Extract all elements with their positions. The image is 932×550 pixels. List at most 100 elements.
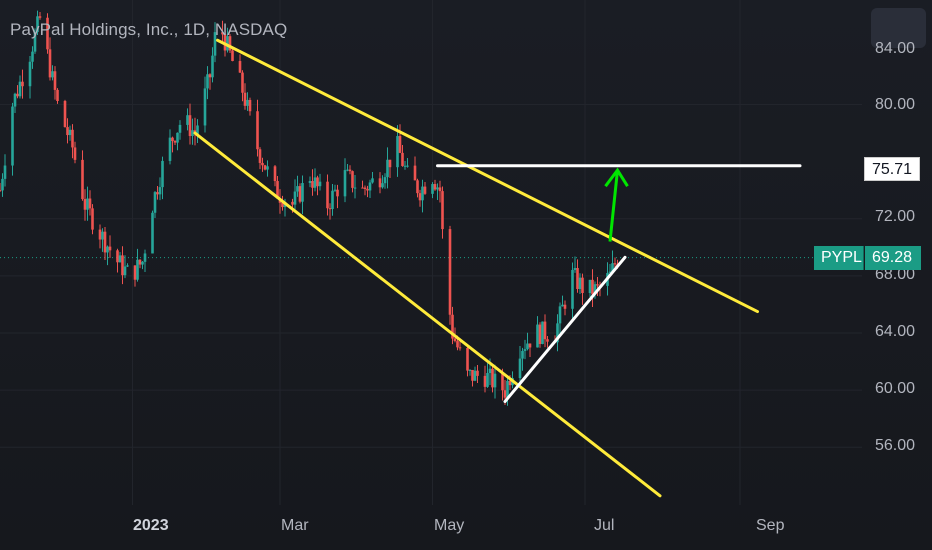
candle-up (473, 370, 477, 381)
candle-up (523, 349, 527, 351)
candle-down (53, 71, 57, 90)
candle-up (353, 187, 357, 189)
candle-up (578, 277, 582, 289)
candle-down (98, 229, 102, 240)
candle-up (176, 132, 179, 143)
candle-up (191, 130, 194, 137)
candle-down (581, 277, 584, 294)
candle-up (431, 184, 434, 194)
candle-up (436, 187, 439, 190)
candle-down (591, 279, 594, 295)
candle-up (371, 178, 374, 183)
candle-up (593, 284, 597, 295)
candle-up (526, 343, 529, 350)
candle-down (121, 255, 124, 276)
candle-down (528, 343, 532, 348)
candle-down (263, 165, 267, 170)
candle-up (343, 170, 347, 197)
candle-up (51, 71, 54, 78)
candle-up (123, 266, 127, 276)
candle-down (281, 202, 284, 208)
candle-up (28, 61, 32, 87)
candle-up (18, 81, 22, 97)
price-tick-72: 72.00 (875, 208, 916, 225)
candle-up (368, 182, 372, 191)
candle-up (11, 106, 14, 166)
candle-down (416, 180, 419, 194)
candle-down (156, 192, 159, 195)
candle-up (13, 93, 17, 107)
candle-down (46, 17, 49, 50)
candle-down (116, 250, 119, 263)
price-tick-64: 64.00 (875, 323, 916, 340)
candle-up (126, 265, 129, 267)
candle-up (403, 165, 407, 167)
trendline-upper (216, 38, 759, 314)
candle-down (231, 50, 234, 62)
candle-up (68, 129, 72, 136)
candle-up (558, 306, 562, 324)
candle-up (296, 186, 299, 192)
candle-down (38, 16, 42, 18)
candle-up (573, 268, 577, 270)
candle-down (538, 324, 542, 344)
candle-down (456, 341, 459, 348)
candle-up (331, 190, 334, 209)
price-tick-80: 80.00 (875, 96, 916, 113)
candle-up (153, 192, 157, 213)
candle-down (66, 127, 69, 136)
candle-down (238, 61, 242, 73)
candle-up (203, 88, 207, 126)
candle-down (491, 368, 494, 388)
candle-down (348, 169, 352, 172)
symbol-tag: PYPL (814, 246, 864, 270)
candle-up (486, 373, 489, 387)
candle-up (608, 271, 612, 273)
candle-up (266, 166, 269, 170)
chart-menu-button[interactable] (871, 8, 926, 48)
price-tick-68: 68.00 (875, 266, 916, 283)
candle-down (476, 370, 479, 376)
candle-down (361, 187, 364, 189)
target-arrow-shaft (608, 170, 619, 242)
candle-down (261, 162, 264, 166)
candle-up (561, 304, 564, 307)
candle-down (433, 184, 437, 190)
time-tick-2023: 2023 (133, 517, 169, 534)
candle-down (508, 380, 512, 386)
candle-up (31, 51, 34, 62)
current-price-tag: 69.28 (865, 246, 921, 270)
resistance-price-tag: 75.71 (864, 157, 920, 181)
candle-up (213, 32, 217, 56)
candle-up (588, 279, 592, 294)
candle-down (311, 181, 314, 188)
candle-down (138, 259, 142, 265)
candle-down (71, 129, 74, 148)
candle-up (318, 181, 322, 187)
candle-up (3, 165, 7, 179)
candle-up (383, 177, 387, 184)
candle-down (273, 166, 277, 182)
candle-down (73, 147, 77, 160)
candle-down (108, 246, 112, 251)
candle-up (1, 178, 4, 191)
candle-down (276, 181, 279, 199)
candle-down (91, 208, 94, 230)
candle-up (556, 323, 559, 343)
candle-up (186, 115, 189, 125)
candle-down (378, 178, 382, 188)
candle-up (36, 16, 39, 33)
candle-up (101, 231, 104, 240)
candle-down (103, 231, 107, 253)
candle-down (188, 115, 192, 137)
candle-down (501, 373, 504, 391)
candle-down (613, 263, 617, 265)
candle-down (83, 199, 87, 210)
candle-down (243, 92, 247, 106)
candle-down (326, 181, 329, 209)
candle-down (208, 74, 212, 78)
candle-down (48, 49, 52, 78)
candle-up (161, 160, 164, 188)
